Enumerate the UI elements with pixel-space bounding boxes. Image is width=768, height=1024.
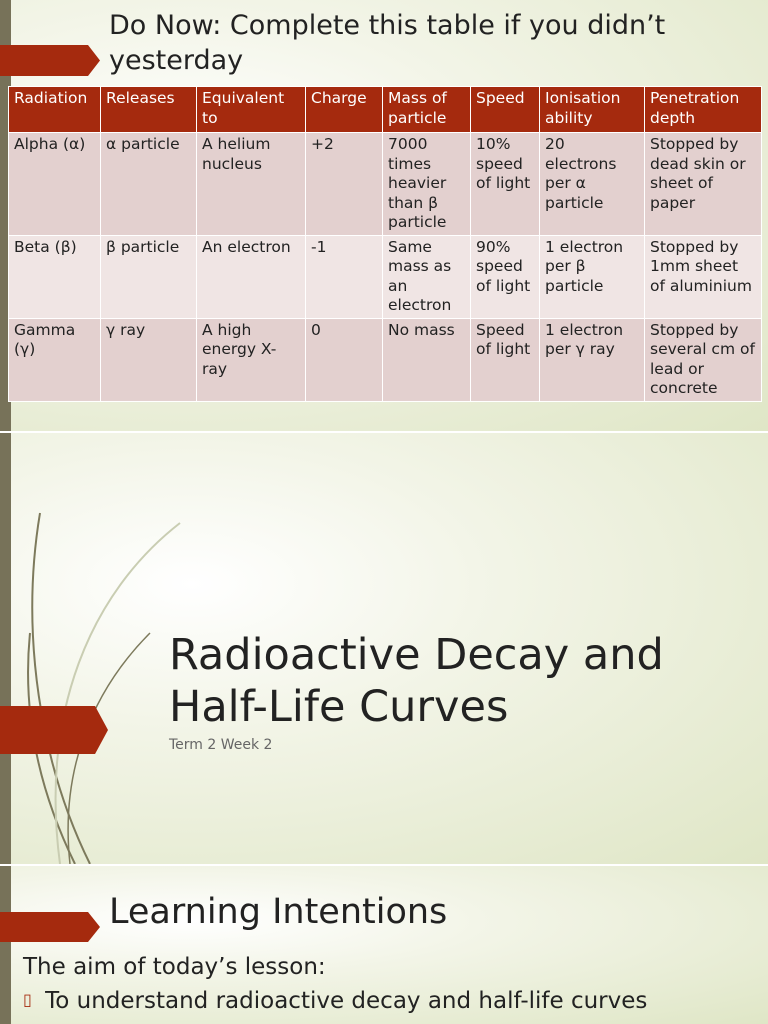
- bullet-icon: ▯: [23, 990, 32, 1009]
- table-cell: 7000 times heavier than β particle: [382, 132, 471, 236]
- table-cell: Alpha (α): [8, 132, 101, 236]
- table-cell: 1 electron per β particle: [539, 234, 645, 319]
- table-cell: A helium nucleus: [196, 132, 306, 236]
- table-cell: Stopped by several cm of lead or concret…: [644, 317, 762, 402]
- table-cell: 90% speed of light: [470, 234, 540, 319]
- table-row: Gamma (γ) γ ray A high energy X-ray 0 No mas…: [8, 317, 762, 402]
- table-cell: An electron: [196, 234, 306, 319]
- header-cell: Equivalent to: [196, 86, 306, 133]
- table-row: Alpha (α) α particle A helium nucleus +2 700…: [8, 132, 762, 236]
- table-cell: Speed of light: [470, 317, 540, 402]
- header-cell: Speed: [470, 86, 540, 133]
- intro-text: The aim of today’s lesson:: [23, 954, 326, 980]
- stripe: [0, 0, 11, 431]
- stripe: [0, 866, 11, 1024]
- slide-title: Do Now: Complete this table if you didn’…: [109, 10, 666, 76]
- table-cell: Stopped by dead skin or sheet of paper: [644, 132, 762, 236]
- table-cell: 10% speed of light: [470, 132, 540, 236]
- slide-title: Radioactive Decay and Half-Life Curves: [169, 630, 664, 732]
- table-cell: Beta (β): [8, 234, 101, 319]
- slide: Learning Intentions The aim of today’s l…: [0, 866, 768, 1024]
- slide-title: Learning Intentions: [109, 892, 448, 932]
- header-cell: Ionisation ability: [539, 86, 645, 133]
- table-cell: A high energy X-ray: [196, 317, 306, 402]
- table-cell: Gamma (γ): [8, 317, 101, 402]
- table-cell: 0: [305, 317, 383, 402]
- slide: Radioactive Decay and Half-Life Curves T…: [0, 433, 768, 864]
- table-cell: 1 electron per γ ray: [539, 317, 645, 402]
- table: Radiation Releases Equivalent to Charge Mass…: [8, 86, 762, 402]
- table-cell: +2: [305, 132, 383, 236]
- table-cell: -1: [305, 234, 383, 319]
- slide: Do Now: Complete this table if you didn’…: [0, 0, 768, 431]
- table-cell: γ ray: [100, 317, 197, 402]
- header-cell: Releases: [100, 86, 197, 133]
- table-cell: β particle: [100, 234, 197, 319]
- table-row: Beta (β) β particle An electron -1 Same mass…: [8, 234, 762, 319]
- table-cell: No mass: [382, 317, 471, 402]
- arrow: [0, 45, 100, 76]
- bullet-text: To understand radioactive decay and half…: [45, 988, 648, 1014]
- header-cell: Mass of particle: [382, 86, 471, 133]
- subtitle: Term 2 Week 2: [169, 737, 273, 753]
- header-cell: Penetration depth: [644, 86, 762, 133]
- arrow: [0, 912, 100, 942]
- bullet: ▯ To understand radioactive decay and ha…: [23, 988, 647, 1014]
- arrow: [0, 706, 108, 754]
- stripe: [0, 433, 11, 864]
- table-cell: 20 electrons per α particle: [539, 132, 645, 236]
- table-cell: Stopped by 1mm sheet of aluminium: [644, 234, 762, 319]
- header-row: Radiation Releases Equivalent to Charge Mass…: [8, 86, 762, 133]
- header-cell: Radiation: [8, 86, 101, 133]
- table-cell: α particle: [100, 132, 197, 236]
- table-cell: Same mass as an electron: [382, 234, 471, 319]
- header-cell: Charge: [305, 86, 383, 133]
